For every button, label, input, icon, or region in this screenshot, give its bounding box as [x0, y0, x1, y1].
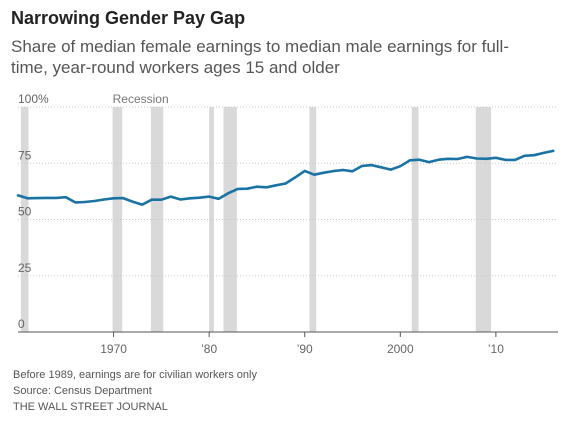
- recession-band: [209, 107, 214, 332]
- data-point: [112, 197, 115, 200]
- data-point: [83, 200, 87, 204]
- data-point: [466, 155, 469, 159]
- data-point: [485, 157, 488, 160]
- recession-label: Recession: [113, 92, 169, 106]
- data-point: [169, 195, 173, 198]
- data-point: [74, 201, 77, 204]
- data-point: [26, 197, 29, 200]
- data-point: [341, 168, 345, 172]
- recession-band: [223, 107, 237, 332]
- data-point: [255, 185, 259, 188]
- data-point: [35, 196, 39, 200]
- data-point: [408, 159, 412, 162]
- recession-band: [150, 107, 164, 332]
- data-point: [532, 153, 536, 157]
- x-tick-label: 2000: [387, 342, 414, 356]
- data-point: [542, 151, 545, 155]
- x-tick-label: 1970: [100, 342, 127, 356]
- data-point: [160, 198, 163, 201]
- data-point: [131, 200, 134, 203]
- data-point: [446, 157, 450, 160]
- data-point: [418, 158, 421, 161]
- data-point: [64, 196, 67, 199]
- data-point: [504, 158, 507, 162]
- data-point: [399, 164, 402, 168]
- x-tick-label: ’10: [488, 342, 504, 356]
- data-point: [494, 156, 498, 160]
- data-point: [55, 196, 58, 200]
- y-tick-label: 75: [18, 148, 32, 162]
- data-point: [313, 173, 316, 176]
- data-point: [427, 160, 431, 164]
- data-point: [150, 198, 154, 201]
- data-point: [303, 169, 306, 173]
- data-point: [236, 187, 240, 191]
- data-point: [284, 182, 287, 185]
- y-tick-label: 50: [18, 205, 32, 219]
- data-point: [437, 158, 440, 161]
- data-point: [179, 198, 182, 201]
- data-point: [227, 191, 230, 195]
- chart-title: Narrowing Gender Pay Gap: [11, 8, 246, 28]
- data-point: [322, 171, 326, 174]
- data-point: [217, 197, 220, 200]
- data-point: [523, 154, 526, 158]
- recession-band: [411, 107, 419, 332]
- data-point: [332, 169, 335, 173]
- data-point: [274, 184, 278, 187]
- data-point: [552, 149, 555, 153]
- earnings-ratio-line: [16, 149, 555, 206]
- data-point: [198, 196, 201, 199]
- data-point: [389, 168, 392, 171]
- data-point: [379, 166, 383, 169]
- y-tick-label: 100%: [18, 92, 49, 106]
- source-note: Source: Census Department: [13, 385, 152, 397]
- footnote: Before 1989, earnings are for civilian w…: [13, 369, 257, 381]
- data-point: [513, 158, 517, 162]
- data-point: [121, 196, 125, 200]
- data-point: [370, 163, 373, 167]
- y-tick-label: 0: [18, 317, 25, 331]
- data-point: [456, 157, 459, 161]
- data-point: [45, 196, 48, 200]
- data-point: [141, 203, 144, 206]
- y-tick-label: 25: [18, 261, 32, 275]
- data-point: [351, 170, 354, 173]
- data-point: [246, 187, 249, 190]
- data-point: [360, 164, 364, 168]
- data-point: [265, 186, 268, 189]
- data-point: [293, 176, 297, 179]
- publisher-credit: THE WALL STREET JOURNAL: [13, 401, 168, 413]
- data-point: [16, 194, 20, 197]
- chart-subtitle: Share of median female earnings to media…: [11, 37, 509, 77]
- x-tick-label: ’90: [297, 342, 313, 356]
- data-point: [93, 199, 96, 203]
- data-point: [207, 195, 211, 198]
- x-tick-label: ’80: [201, 342, 217, 356]
- data-point: [475, 157, 478, 160]
- data-point: [102, 198, 106, 201]
- data-point: [188, 197, 192, 200]
